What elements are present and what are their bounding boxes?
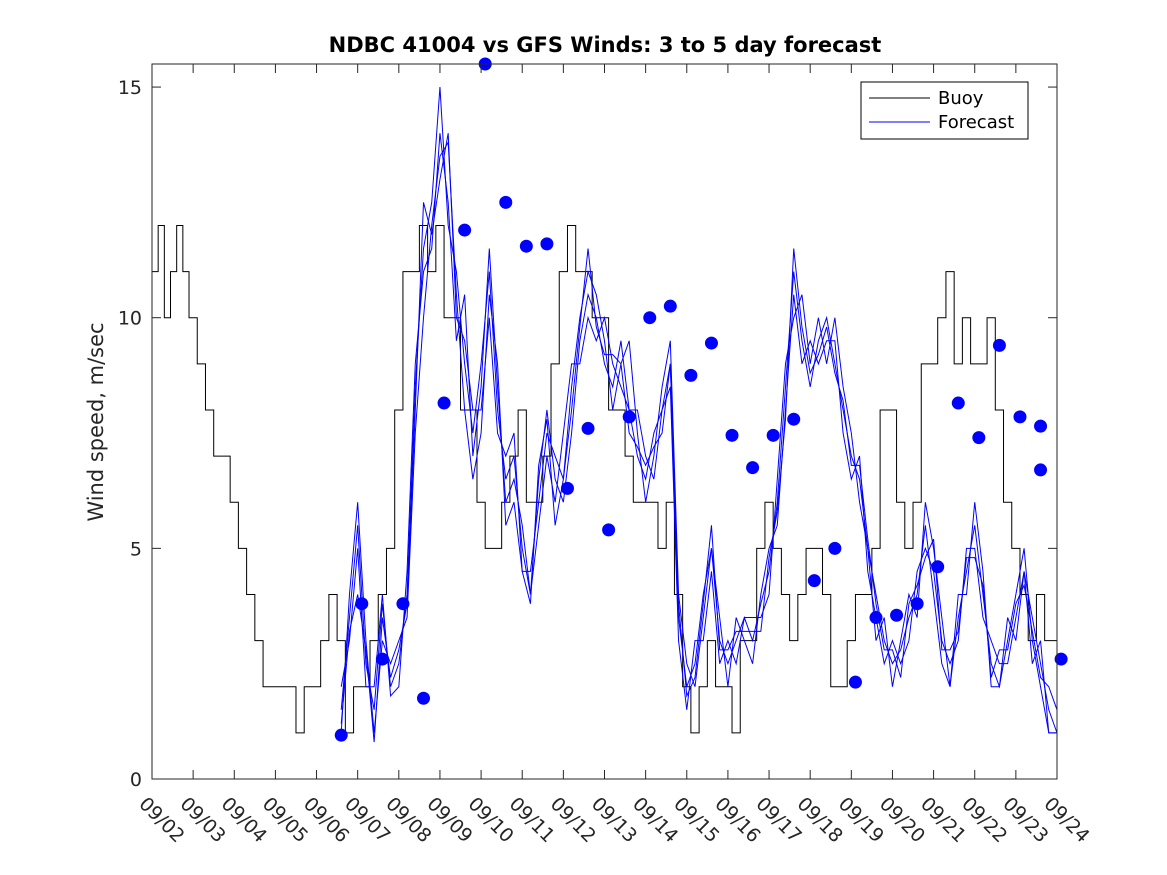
forecast-marker xyxy=(1034,463,1048,477)
forecast-marker xyxy=(1013,410,1027,424)
forecast-marker xyxy=(458,223,472,237)
forecast-marker xyxy=(910,597,924,611)
legend-box xyxy=(860,81,1029,140)
forecast-marker xyxy=(437,396,451,410)
forecast-line-4 xyxy=(340,133,1058,743)
forecast-marker xyxy=(1054,652,1068,666)
y-tick-label: 5 xyxy=(130,538,142,560)
forecast-marker xyxy=(519,239,533,253)
y-tick-label: 10 xyxy=(118,308,142,330)
legend-buoy-label: Buoy xyxy=(938,88,984,109)
forecast-marker xyxy=(540,237,554,251)
y-axis-ticks: 0 5 10 15 xyxy=(118,77,1057,791)
forecast-marker xyxy=(581,421,595,435)
forecast-marker xyxy=(355,597,369,611)
forecast-marker xyxy=(787,412,801,426)
forecast-marker xyxy=(992,338,1006,352)
forecast-marker xyxy=(499,195,513,209)
forecast-marker xyxy=(375,652,389,666)
forecast-marker xyxy=(1034,419,1048,433)
forecast-marker xyxy=(746,461,760,475)
forecast-marker xyxy=(828,541,842,555)
forecast-marker xyxy=(766,428,780,442)
forecast-marker xyxy=(725,428,739,442)
forecast-marker xyxy=(334,728,348,742)
plot-area xyxy=(151,57,1068,780)
forecast-marker xyxy=(602,523,616,537)
forecast-marker xyxy=(951,396,965,410)
forecast-line-2 xyxy=(340,140,1058,734)
forecast-marker xyxy=(560,481,574,495)
forecast-marker xyxy=(931,560,945,574)
forecast-marker xyxy=(890,608,904,622)
forecast-marker xyxy=(848,675,862,689)
forecast-marker xyxy=(807,574,821,588)
forecast-marker xyxy=(396,597,410,611)
y-axis-label: Wind speed, m/sec xyxy=(84,322,108,521)
y-tick-label: 15 xyxy=(118,77,142,99)
forecast-marker xyxy=(704,336,718,350)
forecast-marker xyxy=(972,431,986,445)
forecast-marker xyxy=(417,691,430,705)
chart-title: NDBC 41004 vs GFS Winds: 3 to 5 day fore… xyxy=(329,33,882,57)
legend: Buoy Forecast xyxy=(860,81,1029,140)
legend-forecast-label: Forecast xyxy=(938,112,1014,133)
forecast-marker xyxy=(643,311,657,325)
y-tick-label: 0 xyxy=(130,769,142,791)
forecast-marker xyxy=(869,611,883,625)
forecast-marker xyxy=(622,410,636,424)
forecast-marker xyxy=(663,299,677,313)
forecast-marker xyxy=(684,368,698,382)
